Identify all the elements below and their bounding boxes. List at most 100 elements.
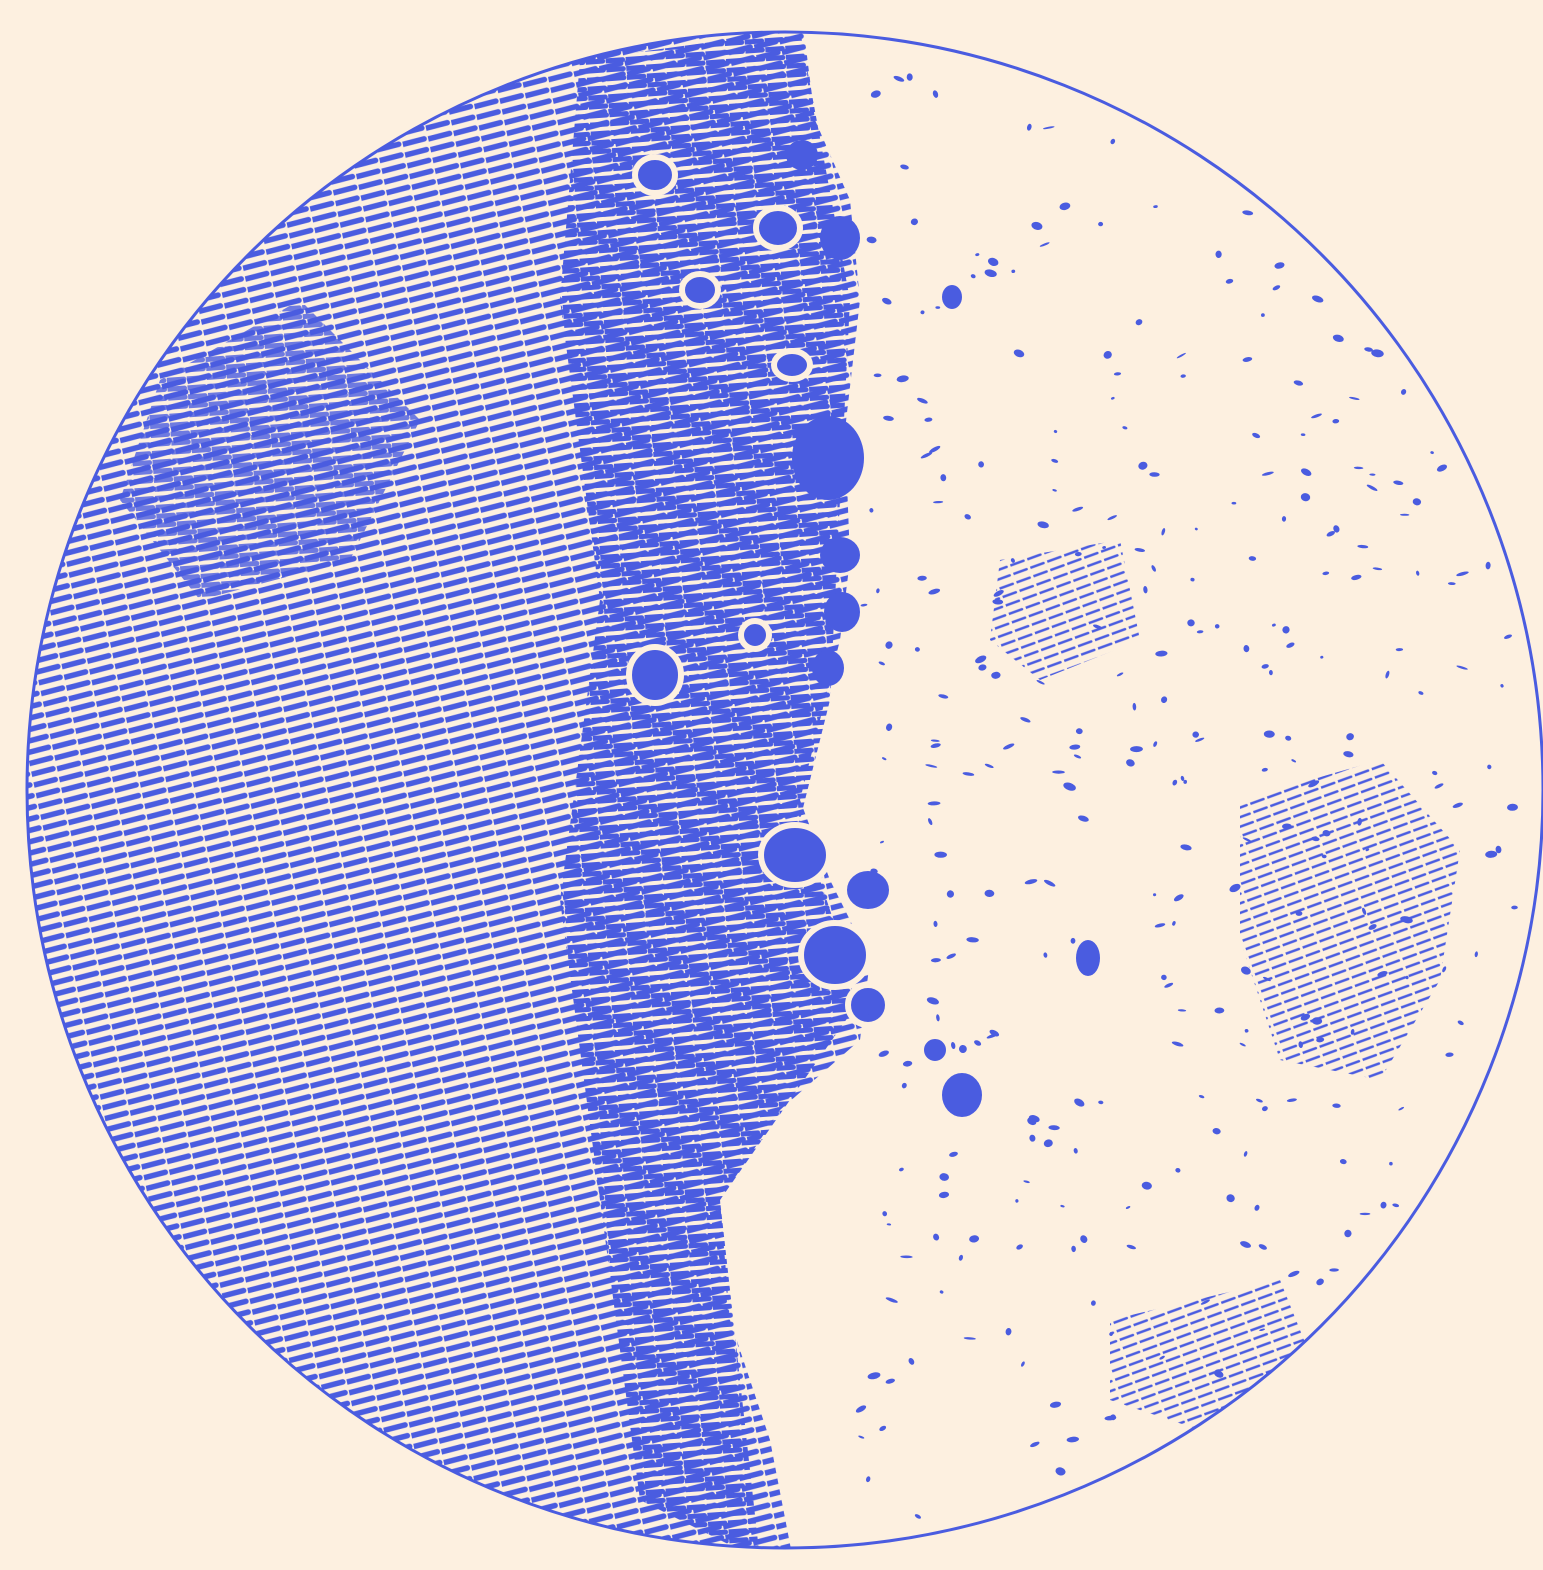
speckle [1418, 691, 1424, 695]
speckle [1052, 489, 1057, 492]
speckle [970, 274, 976, 279]
speckle [1005, 1328, 1012, 1336]
speckle [951, 1041, 956, 1050]
speckle [1452, 802, 1463, 809]
speckle [926, 997, 939, 1005]
speckle [1176, 352, 1186, 359]
speckle [1485, 850, 1498, 858]
speckle [1126, 759, 1135, 767]
speckle [1110, 396, 1115, 400]
speckle [1090, 1300, 1096, 1306]
speckle [1240, 966, 1251, 975]
speckle [1457, 1020, 1464, 1026]
speckle [1143, 586, 1148, 594]
speckle [1344, 1229, 1352, 1238]
speckle [1180, 844, 1192, 851]
speckle [1153, 893, 1157, 897]
speckle [1432, 770, 1438, 776]
speckle [1138, 461, 1148, 470]
speckle [1400, 916, 1413, 924]
speckle [958, 1045, 967, 1053]
speckle [989, 1029, 1000, 1037]
speckle [1043, 1139, 1053, 1148]
speckle [1322, 830, 1331, 837]
speckle [987, 257, 999, 267]
speckle [900, 1255, 913, 1259]
speckle [1242, 357, 1253, 362]
speckle [1286, 1098, 1297, 1102]
speckle [1445, 1052, 1454, 1057]
speckle [869, 508, 874, 513]
speckle [975, 655, 987, 664]
speckle [1242, 210, 1254, 216]
speckle [1261, 471, 1274, 476]
speckle [1024, 879, 1038, 885]
speckle [1130, 746, 1143, 753]
speckle [928, 818, 933, 826]
speckle [1172, 921, 1176, 926]
speckle [930, 958, 941, 963]
speckle [925, 764, 938, 768]
speckle [1300, 433, 1306, 437]
speckle [933, 1233, 940, 1241]
speckle [866, 1476, 871, 1483]
speckle [1298, 1041, 1303, 1048]
speckle [1198, 1094, 1205, 1099]
speckle [1326, 531, 1335, 537]
speckle [1026, 123, 1032, 131]
speckle [1023, 1180, 1030, 1184]
speckle [1329, 1268, 1339, 1272]
speckle [1073, 1148, 1078, 1154]
speckle [1243, 1151, 1248, 1157]
speckle [855, 1405, 867, 1413]
speckle [1110, 138, 1116, 145]
speckle [1135, 319, 1143, 326]
speckle [1442, 966, 1447, 973]
speckle [1194, 527, 1198, 531]
speckle [958, 1254, 964, 1261]
speckle [1359, 1212, 1371, 1216]
speckle [1028, 1115, 1040, 1123]
speckle [1244, 1028, 1249, 1033]
speckle [1263, 730, 1275, 738]
speckle [1177, 1009, 1187, 1012]
speckle [1416, 570, 1420, 576]
speckle [1226, 1194, 1235, 1203]
speckle [1495, 845, 1502, 854]
speckle [1274, 262, 1285, 269]
speckle [1063, 782, 1076, 791]
speckle [885, 1297, 898, 1303]
speckle [1364, 347, 1373, 352]
speckle [1126, 1244, 1136, 1250]
speckle [1043, 126, 1055, 130]
speckle [1107, 515, 1117, 521]
speckle [1030, 1441, 1040, 1448]
speckle [1048, 1125, 1060, 1131]
speckle [1430, 451, 1434, 455]
speckle [1059, 202, 1071, 211]
speckle [1357, 817, 1362, 826]
speckle [932, 90, 939, 98]
speckle [1093, 624, 1103, 630]
speckle [1212, 1128, 1221, 1135]
speckle [1405, 975, 1409, 980]
speckle [1013, 349, 1025, 358]
speckle [1333, 525, 1340, 533]
speckle [870, 868, 878, 874]
speckle [1282, 626, 1290, 634]
speckle [1400, 388, 1407, 395]
speckle [1172, 779, 1178, 786]
speckle [1339, 1159, 1347, 1165]
speckle [1504, 634, 1512, 639]
speckle [964, 514, 971, 520]
speckle [1511, 905, 1518, 910]
speckle [1385, 670, 1390, 679]
speckle [1281, 516, 1287, 522]
speckle [1043, 952, 1048, 958]
speckle [1103, 351, 1112, 359]
speckle [1190, 577, 1195, 582]
speckle [920, 452, 933, 459]
speckle [1293, 380, 1304, 386]
speckle [1377, 971, 1388, 977]
